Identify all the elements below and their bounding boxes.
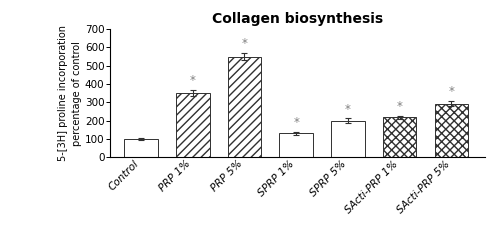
Bar bbox=[176, 93, 210, 157]
Y-axis label: 5-[3H] proline incorporation
percentage of control: 5-[3H] proline incorporation percentage … bbox=[58, 25, 82, 161]
Text: *: * bbox=[448, 85, 454, 98]
Title: Collagen biosynthesis: Collagen biosynthesis bbox=[212, 13, 383, 26]
Bar bbox=[331, 121, 364, 157]
Text: *: * bbox=[345, 103, 351, 116]
Text: *: * bbox=[396, 100, 402, 113]
Text: *: * bbox=[190, 74, 196, 87]
Text: *: * bbox=[294, 116, 299, 129]
Bar bbox=[434, 104, 468, 157]
Text: *: * bbox=[242, 37, 248, 50]
Bar bbox=[383, 117, 416, 157]
Bar bbox=[228, 57, 262, 157]
Bar bbox=[280, 134, 313, 157]
Bar bbox=[124, 139, 158, 157]
